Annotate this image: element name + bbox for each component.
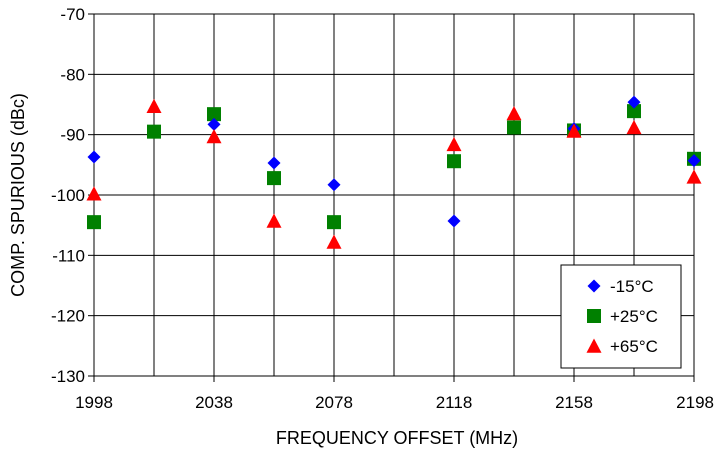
legend-triangle-icon	[586, 338, 602, 353]
x-tick-label: 2118	[436, 393, 473, 412]
triangle-point	[266, 213, 282, 228]
y-tick-label: -80	[60, 65, 85, 84]
legend-box	[560, 264, 682, 369]
x-tick-label: 2078	[315, 393, 353, 412]
triangle-point	[86, 186, 102, 201]
diamond-point	[687, 154, 701, 168]
square-point	[267, 171, 281, 186]
legend: -15°C +25°C +65°C	[560, 264, 682, 369]
y-tick-label: -70	[60, 5, 85, 24]
x-tick-label: 1998	[75, 393, 113, 412]
y-tick-label: -110	[52, 246, 85, 265]
diamond-point	[327, 178, 341, 192]
diamond-point	[87, 150, 101, 164]
square-point	[327, 215, 341, 230]
x-axis-label: FREQUENCY OFFSET (MHz)	[276, 428, 518, 448]
diamond-point	[207, 117, 221, 131]
y-tick-label: -120	[51, 307, 85, 326]
legend-square-icon	[587, 309, 601, 323]
triangle-point	[566, 123, 582, 138]
y-axis-label: COMP. SPURIOUS (dBc)	[8, 93, 28, 297]
square-point	[207, 107, 221, 122]
y-tick-label: -130	[51, 367, 85, 386]
diamond-point	[447, 214, 461, 228]
square-point	[447, 154, 461, 169]
square-point	[627, 104, 641, 119]
triangle-point	[146, 98, 162, 114]
y-tick-label: -90	[60, 126, 85, 145]
x-tick-label: 2158	[555, 393, 593, 412]
legend-label: -15°C	[610, 277, 654, 296]
triangle-point	[446, 136, 462, 152]
triangle-point	[686, 169, 702, 184]
y-tick-label: -100	[51, 186, 85, 205]
triangle-point	[206, 128, 222, 144]
x-tick-label: 2198	[676, 393, 714, 412]
square-point	[147, 124, 161, 139]
legend-label: +25°C	[610, 307, 658, 326]
triangle-point	[626, 119, 642, 135]
triangle-point	[506, 106, 522, 121]
series-triangle	[86, 98, 702, 249]
y-axis-ticks: -70 -80 -90 -100 -110 -120 -130	[51, 5, 94, 386]
x-axis-ticks: 1998 2038 2078 2118 2158 2198	[75, 376, 714, 412]
diamond-point	[267, 156, 281, 170]
x-tick-label: 2038	[195, 393, 233, 412]
legend-label: +65°C	[610, 337, 658, 356]
data-marks	[86, 95, 702, 249]
square-point	[507, 120, 521, 135]
diamond-point	[627, 95, 641, 109]
legend-diamond-icon	[587, 279, 601, 293]
square-point	[87, 215, 101, 230]
triangle-point	[326, 234, 342, 249]
